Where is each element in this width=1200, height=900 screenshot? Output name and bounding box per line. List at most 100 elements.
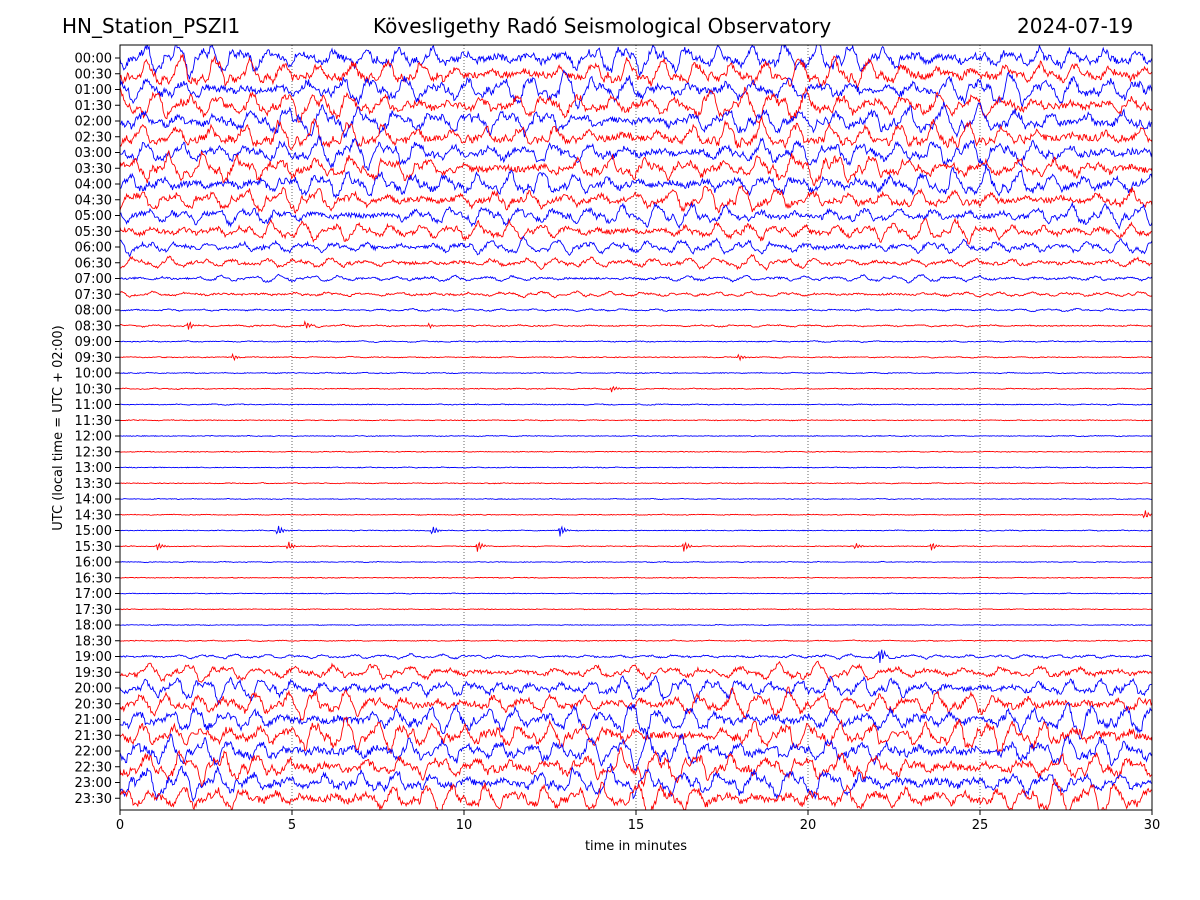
trace-row-2300 [120, 763, 1152, 803]
y-tick-label-3: 01:30 [75, 99, 112, 114]
trace-row-1100 [120, 403, 1152, 406]
y-tick-label-44: 22:00 [75, 745, 112, 760]
x-tick-label-2: 10 [456, 818, 473, 833]
y-tick-label-25: 12:30 [75, 445, 112, 460]
trace-row-2200 [120, 730, 1152, 772]
y-tick-label-4: 02:00 [75, 115, 112, 130]
trace-row-0000 [120, 45, 1152, 80]
trace-row-2030 [120, 686, 1152, 721]
y-tick-label-10: 05:00 [75, 209, 112, 224]
trace-row-0630 [120, 253, 1152, 271]
trace-row-1630 [120, 576, 1152, 579]
station-name: HN_Station_PSZI1 [62, 14, 241, 38]
y-tick-label-15: 07:30 [75, 288, 112, 303]
trace-row-0400 [120, 165, 1152, 200]
y-tick-label-38: 19:00 [75, 650, 112, 665]
trace-row-0100 [120, 69, 1152, 110]
y-tick-label-46: 23:00 [75, 776, 112, 791]
trace-row-1600 [120, 560, 1152, 564]
y-tick-label-27: 13:30 [75, 477, 112, 492]
trace-row-2000 [120, 675, 1152, 706]
y-tick-label-9: 04:30 [75, 193, 112, 208]
trace-row-2230 [120, 746, 1152, 788]
y-tick-label-20: 10:00 [75, 367, 112, 382]
x-axis-label: time in minutes [585, 839, 687, 854]
y-tick-label-43: 21:30 [75, 729, 112, 744]
trace-row-2100 [120, 701, 1152, 740]
trace-row-0730 [120, 290, 1152, 299]
y-tick-label-36: 18:00 [75, 619, 112, 634]
trace-row-1230 [120, 450, 1152, 453]
y-tick-label-24: 12:00 [75, 430, 112, 445]
y-tick-label-31: 15:30 [75, 540, 112, 555]
y-tick-label-21: 10:30 [75, 382, 112, 397]
y-tick-label-30: 15:00 [75, 524, 112, 539]
trace-row-1830 [120, 639, 1152, 642]
record-date: 2024-07-19 [1017, 14, 1134, 38]
x-tick-label-3: 15 [628, 818, 645, 833]
trace-row-1930 [120, 660, 1152, 683]
y-tick-label-39: 19:30 [75, 666, 112, 681]
y-tick-label-6: 03:00 [75, 146, 112, 161]
y-tick-label-11: 05:30 [75, 225, 112, 240]
y-tick-label-40: 20:00 [75, 682, 112, 697]
y-tick-label-19: 09:30 [75, 351, 112, 366]
x-tick-label-6: 30 [1144, 818, 1161, 833]
trace-row-0830 [120, 320, 1152, 330]
trace-row-0300 [120, 133, 1152, 171]
trace-row-1330 [120, 482, 1152, 485]
x-tick-label-1: 5 [288, 818, 296, 833]
trace-row-0900 [120, 340, 1152, 344]
trace-row-0230 [120, 115, 1152, 150]
y-tick-label-35: 17:30 [75, 603, 112, 618]
trace-row-1130 [120, 419, 1152, 422]
y-tick-label-47: 23:30 [75, 792, 112, 807]
x-tick-label-4: 20 [800, 818, 817, 833]
y-tick-label-28: 14:00 [75, 493, 112, 508]
y-tick-label-37: 18:30 [75, 634, 112, 649]
trace-row-0500 [120, 201, 1152, 230]
trace-row-2130 [120, 716, 1152, 754]
y-tick-label-23: 11:30 [75, 414, 112, 429]
y-tick-label-0: 00:00 [75, 52, 112, 67]
y-tick-label-42: 21:00 [75, 713, 112, 728]
y-axis: 00:0000:3001:0001:3002:0002:3003:0003:30… [75, 52, 120, 807]
trace-row-0530 [120, 217, 1152, 245]
y-tick-label-8: 04:00 [75, 178, 112, 193]
y-tick-label-18: 09:00 [75, 335, 112, 350]
y-tick-label-5: 02:30 [75, 130, 112, 145]
y-tick-label-22: 11:00 [75, 398, 112, 413]
trace-row-0930 [120, 352, 1152, 362]
trace-row-1030 [120, 385, 1152, 393]
y-tick-label-12: 06:00 [75, 241, 112, 256]
y-tick-label-16: 08:00 [75, 304, 112, 319]
x-tick-label-5: 25 [972, 818, 989, 833]
y-tick-label-17: 08:30 [75, 319, 112, 334]
trace-row-1430 [120, 510, 1152, 519]
observatory-title: Kövesligethy Radó Seismological Observat… [373, 14, 832, 38]
y-tick-label-26: 13:00 [75, 461, 112, 476]
y-tick-label-32: 16:00 [75, 556, 112, 571]
y-tick-label-14: 07:00 [75, 272, 112, 287]
trace-group [120, 45, 1152, 810]
trace-row-1000 [120, 371, 1152, 375]
trace-row-0600 [120, 235, 1152, 258]
y-tick-label-41: 20:30 [75, 697, 112, 712]
trace-row-0430 [120, 185, 1152, 214]
trace-row-0800 [120, 307, 1152, 313]
y-tick-label-1: 00:30 [75, 67, 112, 82]
trace-row-0200 [120, 101, 1152, 139]
trace-row-1700 [120, 592, 1152, 595]
y-tick-label-13: 06:30 [75, 256, 112, 271]
x-axis: 0 5 10 15 20 25 30 [116, 810, 1160, 833]
y-tick-label-45: 22:30 [75, 760, 112, 775]
y-tick-label-7: 03:30 [75, 162, 112, 177]
trace-row-1900 [120, 649, 1152, 664]
trace-row-0330 [120, 149, 1152, 187]
y-axis-label: UTC (local time = UTC + 02:00) [51, 325, 66, 530]
trace-row-2330 [120, 778, 1152, 810]
trace-row-1300 [120, 466, 1152, 469]
trace-row-1530 [120, 541, 1152, 552]
y-tick-label-33: 16:30 [75, 571, 112, 586]
x-tick-label-0: 0 [116, 818, 124, 833]
